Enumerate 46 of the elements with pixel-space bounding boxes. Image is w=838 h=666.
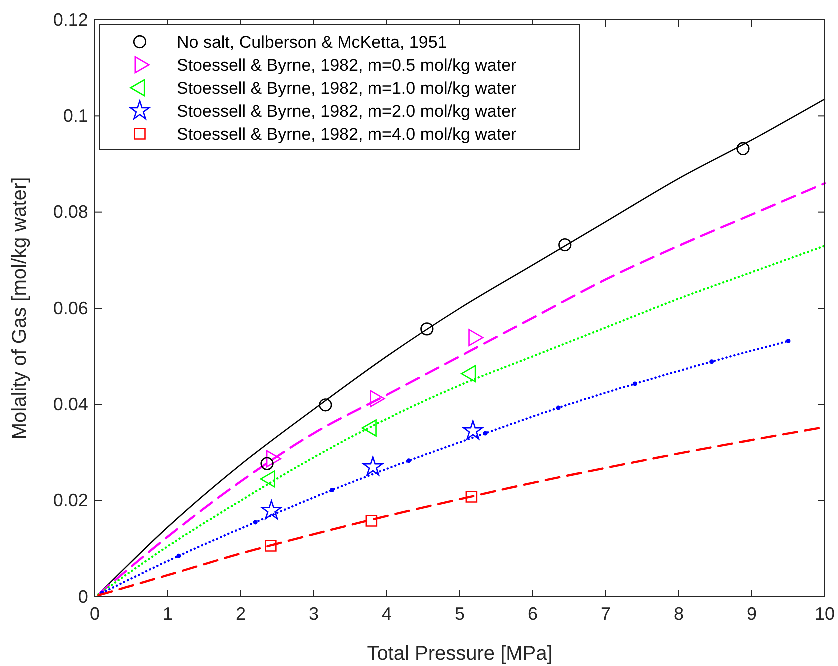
point: [463, 420, 484, 440]
point: [265, 540, 277, 552]
x-tick-label: 9: [746, 604, 758, 624]
y-tick-label: 0.02: [53, 490, 88, 511]
point: [556, 406, 561, 410]
legend-label: Stoessell & Byrne, 1982, m=0.5 mol/kg water: [177, 56, 518, 75]
x-tick-label: 8: [674, 604, 684, 624]
line-series: [98, 244, 826, 596]
x-tick-label: 3: [308, 604, 320, 624]
point: [262, 500, 282, 520]
x-tick-label: 5: [454, 604, 466, 624]
point: [366, 515, 378, 527]
x-tick-label: 2: [236, 604, 246, 624]
line-series: [98, 182, 826, 596]
y-tick-label: 0.1: [63, 106, 88, 126]
point: [319, 398, 332, 412]
x-tick-label: 4: [382, 604, 392, 624]
point: [558, 238, 572, 252]
point: [786, 338, 791, 344]
x-axis-title: Total Pressure [MPa]: [367, 643, 553, 665]
point: [483, 431, 488, 436]
y-axis-title: Molality of Gas [mol/kg water]: [9, 177, 31, 440]
x-tick-label: 6: [528, 604, 538, 624]
point: [736, 142, 750, 156]
point: [253, 520, 258, 525]
point: [260, 457, 274, 470]
x-tick-label: 1: [162, 604, 174, 624]
x-tick-label: 7: [600, 604, 612, 624]
point: [176, 554, 182, 558]
legend-label: Stoessell & Byrne, 1982, m=1.0 mol/kg water: [177, 79, 518, 98]
point: [466, 491, 478, 503]
x-tick-label: 10: [814, 604, 836, 624]
y-tick-label: 0: [78, 586, 88, 607]
y-tick-label: 0.12: [53, 10, 88, 30]
point: [406, 458, 412, 464]
legend-label: Stoessell & Byrne, 1982, m=2.0 mol/kg water: [177, 102, 518, 121]
y-tick-label: 0.08: [53, 202, 88, 222]
y-tick-label: 0.04: [53, 394, 88, 414]
point: [363, 456, 384, 476]
y-tick-label: 0.06: [53, 298, 88, 318]
point: [330, 488, 334, 492]
point: [420, 322, 434, 336]
legend-label: Stoessell & Byrne, 1982, m=4.0 mol/kg water: [177, 125, 518, 144]
point: [710, 360, 714, 364]
point: [632, 382, 638, 386]
legend-label: No salt, Culberson & McKetta, 1951: [177, 33, 448, 52]
